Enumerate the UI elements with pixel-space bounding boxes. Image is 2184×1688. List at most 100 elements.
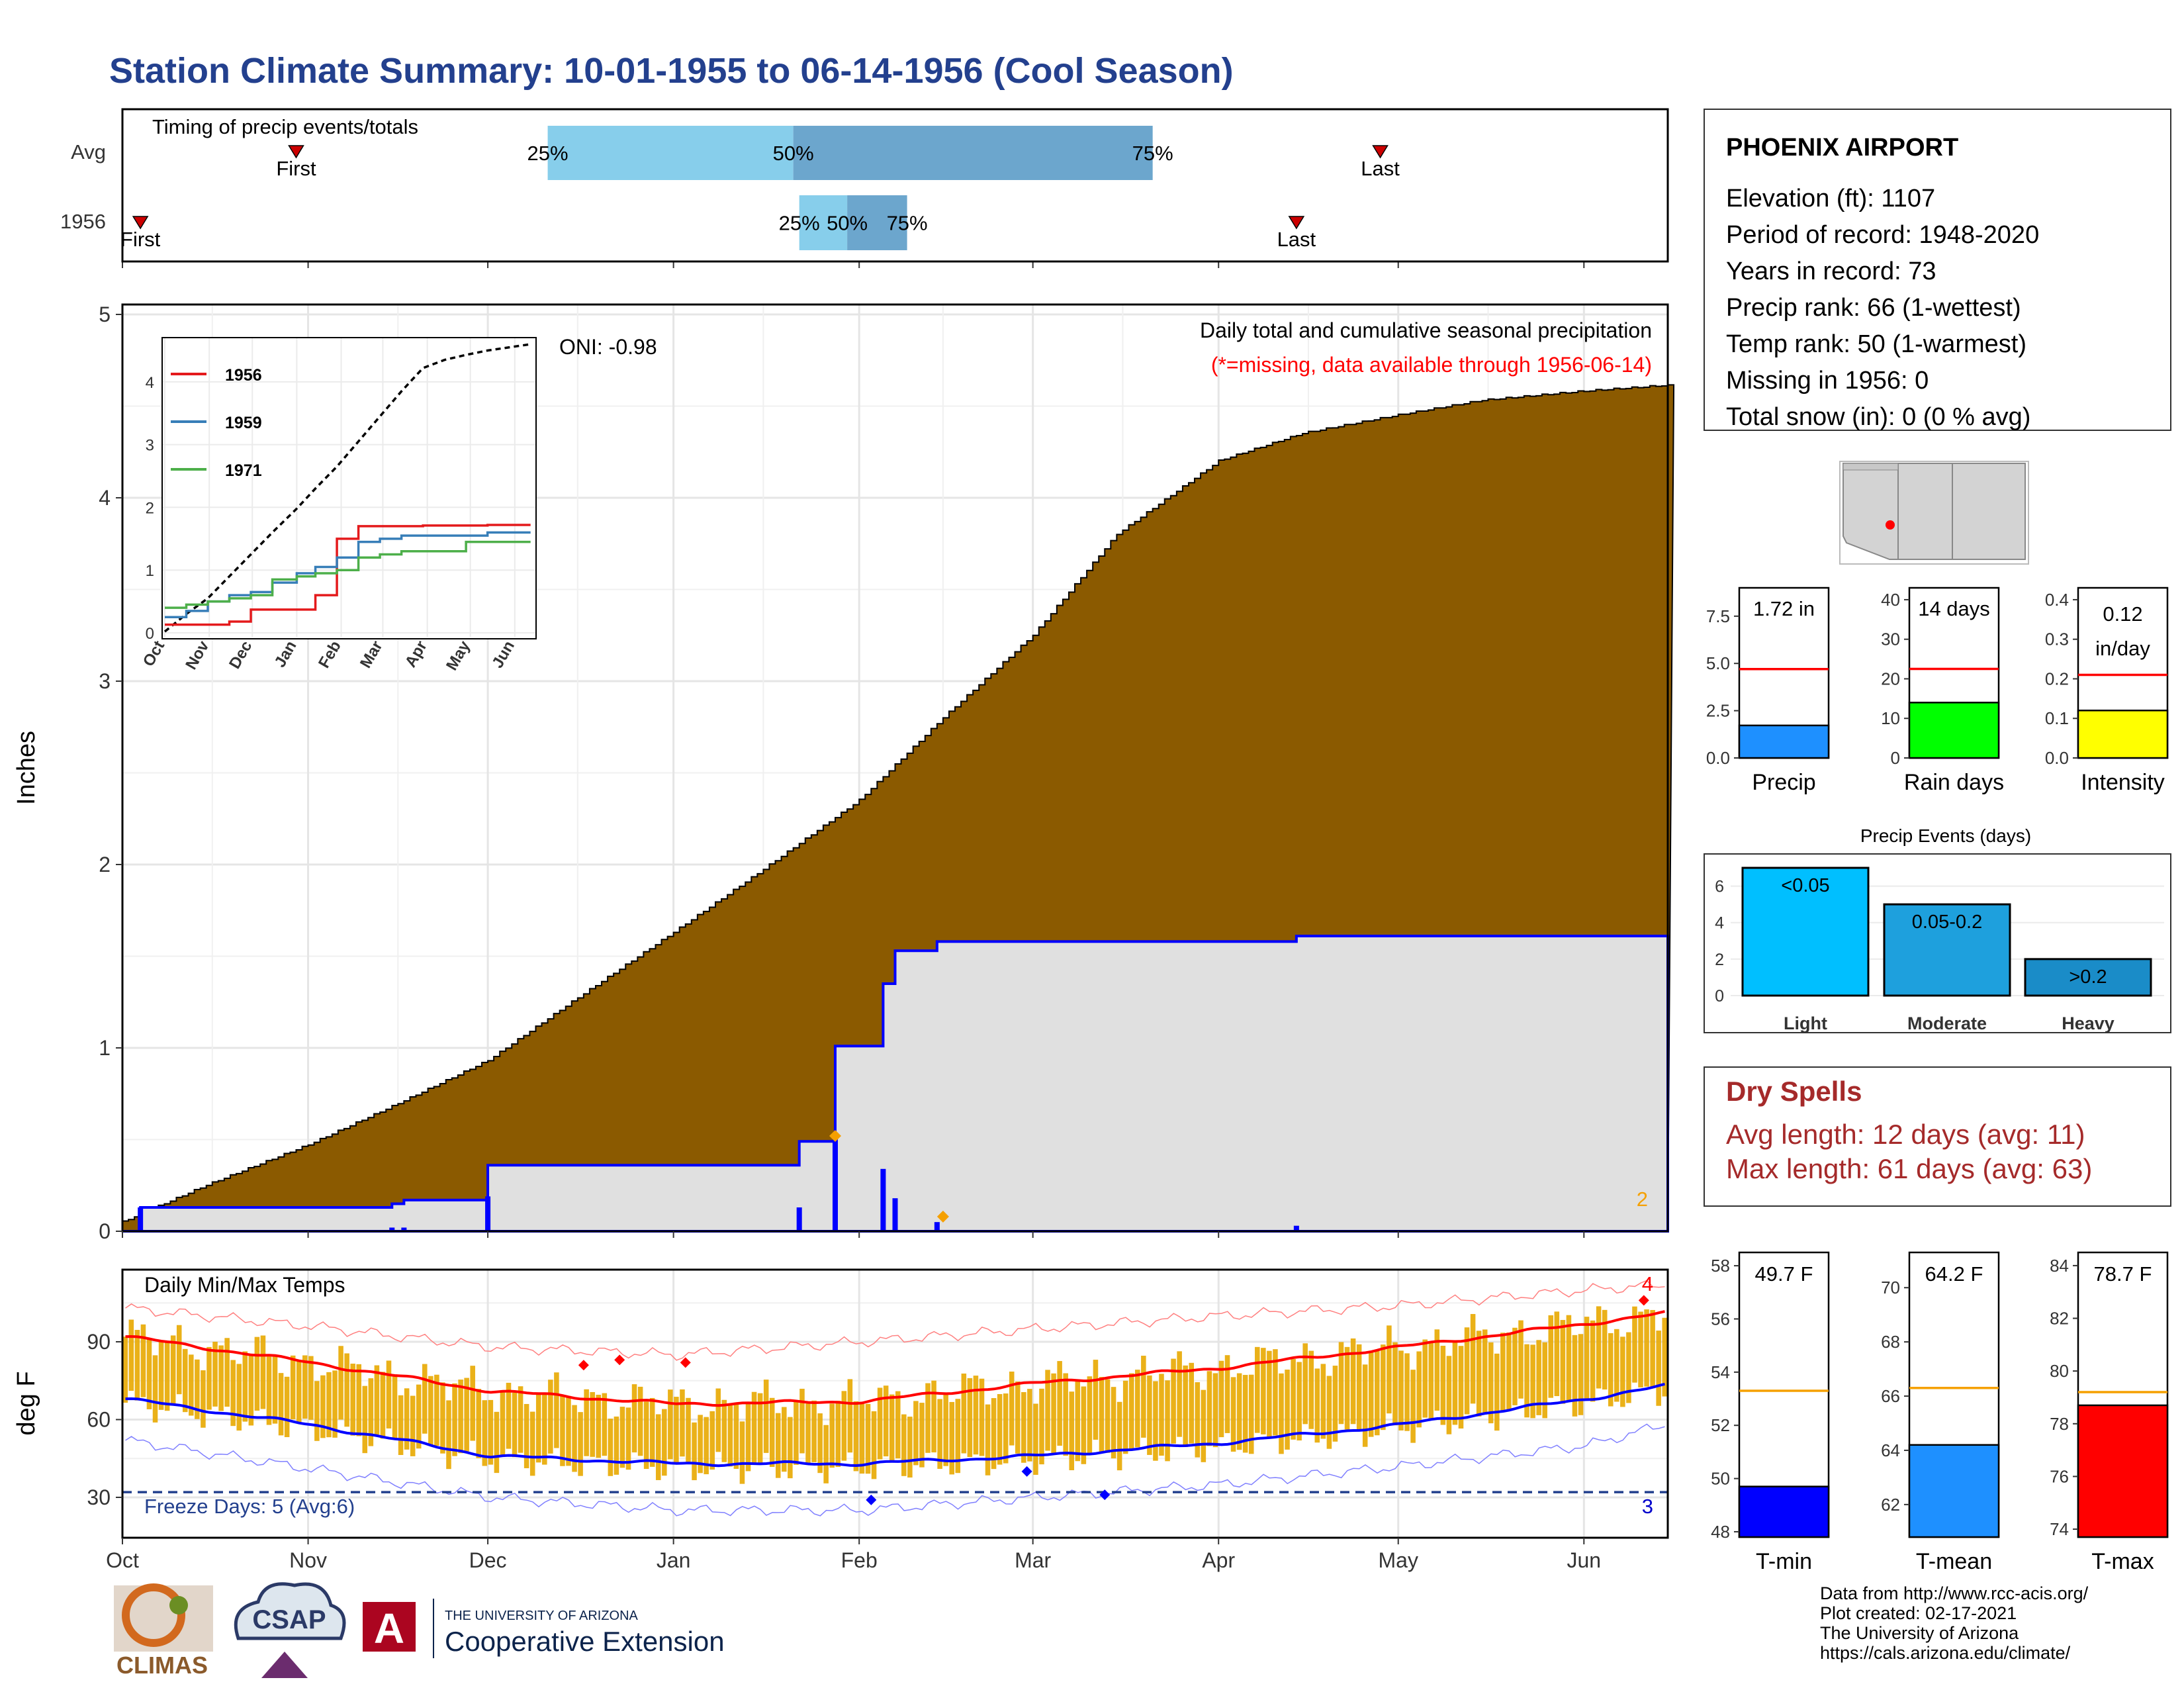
daily-temp-range-bar — [1375, 1350, 1380, 1436]
daily-temp-range-bar — [1500, 1333, 1506, 1413]
temp-bar-value-label: 64.2 F — [1925, 1262, 1983, 1286]
daily-temp-range-bar — [769, 1397, 775, 1468]
station-info-box: PHOENIX AIRPORT Elevation (ft): 1107 Per… — [1704, 109, 2171, 431]
daily-temp-range-bar — [350, 1364, 355, 1436]
oni-value: ONI: -0.98 — [559, 335, 657, 359]
daily-temp-range-bar — [1171, 1358, 1176, 1444]
daily-temp-range-bar — [158, 1340, 164, 1410]
daily-temp-range-bar — [1015, 1381, 1021, 1454]
temp-bar-value-label: 78.7 F — [2094, 1262, 2152, 1286]
mini-bar-y-tick-label: 40 — [1881, 590, 1900, 610]
daily-precip-bar — [401, 1227, 407, 1231]
daily-temp-range-bar — [721, 1399, 727, 1462]
daily-temp-range-bar — [1578, 1334, 1584, 1415]
ua-letter: A — [374, 1605, 404, 1652]
daily-temp-range-bar — [692, 1422, 697, 1481]
daily-temp-range-bar — [763, 1380, 769, 1453]
daily-temp-range-bar — [871, 1411, 877, 1479]
daily-temp-range-bar — [566, 1395, 571, 1466]
station-location-marker — [1886, 520, 1895, 530]
daily-temp-range-bar — [967, 1378, 973, 1458]
station-name: PHOENIX AIRPORT — [1726, 134, 1958, 162]
daily-temp-range-bar — [1524, 1344, 1529, 1418]
daily-temp-range-bar — [152, 1355, 158, 1423]
daily-temp-range-bar — [1201, 1389, 1206, 1462]
daily-temp-range-bar — [296, 1360, 302, 1423]
daily-temp-range-bar — [128, 1319, 134, 1391]
daily-temp-range-bar — [1626, 1332, 1631, 1403]
daily-temp-range-bar — [338, 1346, 343, 1420]
mini-bar-y-tick-label: 0.4 — [2045, 590, 2069, 610]
inset-y-tick-label: 4 — [146, 374, 154, 392]
record-low-line — [125, 1423, 1665, 1517]
daily-temp-range-bar — [1218, 1360, 1224, 1438]
climas-wordmark: CLIMAS — [116, 1652, 208, 1679]
precip-y-tick-label: 3 — [99, 669, 111, 693]
daily-temp-range-bar — [201, 1370, 206, 1428]
climas-emblem-ring — [122, 1583, 185, 1647]
daily-temp-range-bar — [122, 1336, 128, 1403]
temperature-panel: 30 60 90 deg F Daily Min/Max Temps Freeze … — [13, 1268, 1669, 1572]
timing-1956-p75-label: 75% — [887, 212, 928, 235]
daily-temp-range-bar — [1093, 1360, 1099, 1440]
temp-bar-y-tick-label: 80 — [2050, 1361, 2069, 1381]
record-temp-marker — [578, 1360, 589, 1371]
daily-temp-range-bar — [1638, 1311, 1643, 1387]
daily-temp-range-bar — [1147, 1375, 1152, 1455]
daily-temp-range-bar — [1632, 1306, 1637, 1383]
month-tick-label: Dec — [469, 1548, 507, 1572]
daily-temp-range-bar — [1656, 1331, 1661, 1406]
record-temp-marker — [680, 1357, 691, 1368]
daily-temp-range-bar — [1248, 1374, 1254, 1454]
daily-temp-range-bar — [278, 1373, 284, 1436]
daily-temp-range-bar — [889, 1394, 895, 1462]
csap-cloud — [234, 1582, 346, 1640]
temp-bar-y-tick-label: 70 — [1881, 1278, 1900, 1297]
daily-temp-range-bar — [380, 1372, 386, 1439]
daily-temp-range-bar — [1362, 1364, 1368, 1447]
daily-temp-range-bar — [1422, 1339, 1428, 1418]
events-bar-label: 0.05-0.2 — [1912, 912, 1982, 933]
daily-temp-range-bar — [955, 1399, 961, 1474]
daily-temp-range-bar — [1368, 1352, 1374, 1437]
daily-temp-range-bar — [997, 1393, 1003, 1465]
mini-bar-y-tick-label: 0.0 — [1706, 748, 1730, 768]
daily-temp-range-bar — [195, 1359, 200, 1419]
daily-temp-range-bar — [1387, 1325, 1392, 1414]
daily-temp-range-bar — [1662, 1317, 1667, 1397]
daily-temp-range-bar — [302, 1355, 308, 1419]
temp-bar-value — [1908, 1444, 2000, 1538]
daily-temp-range-bar — [1416, 1351, 1422, 1428]
temp-frame — [121, 1268, 1669, 1539]
daily-temp-range-bar — [1236, 1373, 1242, 1450]
daily-temp-range-bar — [913, 1401, 919, 1466]
daily-temp-range-bar — [236, 1364, 242, 1431]
daily-temp-range-bar — [535, 1393, 541, 1463]
freeze-days-label: Freeze Days: 5 (Avg:6) — [144, 1495, 355, 1518]
daily-temp-range-bar — [1111, 1387, 1116, 1459]
daily-temp-range-bar — [1267, 1350, 1272, 1437]
daily-temp-range-bar — [1548, 1315, 1554, 1398]
daily-temp-range-bar — [440, 1382, 445, 1454]
month-tick-label: Feb — [841, 1548, 878, 1572]
daily-temp-range-bar — [1045, 1370, 1050, 1451]
record-low-count: 3 — [1642, 1495, 1653, 1518]
daily-temp-range-bar — [1560, 1320, 1566, 1404]
daily-temp-range-bar — [799, 1388, 805, 1454]
daily-temp-range-bar — [1476, 1331, 1482, 1417]
daily-temp-range-bar — [356, 1364, 362, 1436]
daily-temp-range-bar — [1165, 1380, 1170, 1462]
daily-temp-range-bar — [805, 1403, 811, 1465]
mini-bar-y-tick-label: 30 — [1881, 630, 1900, 649]
daily-temp-range-bar — [224, 1338, 230, 1407]
timing-avg-last-label: Last — [1361, 157, 1400, 180]
record-temp-marker — [614, 1354, 625, 1366]
daily-temp-range-bar — [1308, 1350, 1314, 1429]
temp-y-tick-label: 90 — [87, 1330, 111, 1354]
daily-temp-range-bar — [1116, 1401, 1122, 1471]
daily-temp-range-bar — [991, 1398, 997, 1470]
locator-map — [1839, 461, 2029, 565]
daily-temp-range-bar — [655, 1414, 661, 1480]
daily-temp-range-bar — [919, 1403, 925, 1468]
daily-temp-range-bar — [979, 1378, 985, 1456]
